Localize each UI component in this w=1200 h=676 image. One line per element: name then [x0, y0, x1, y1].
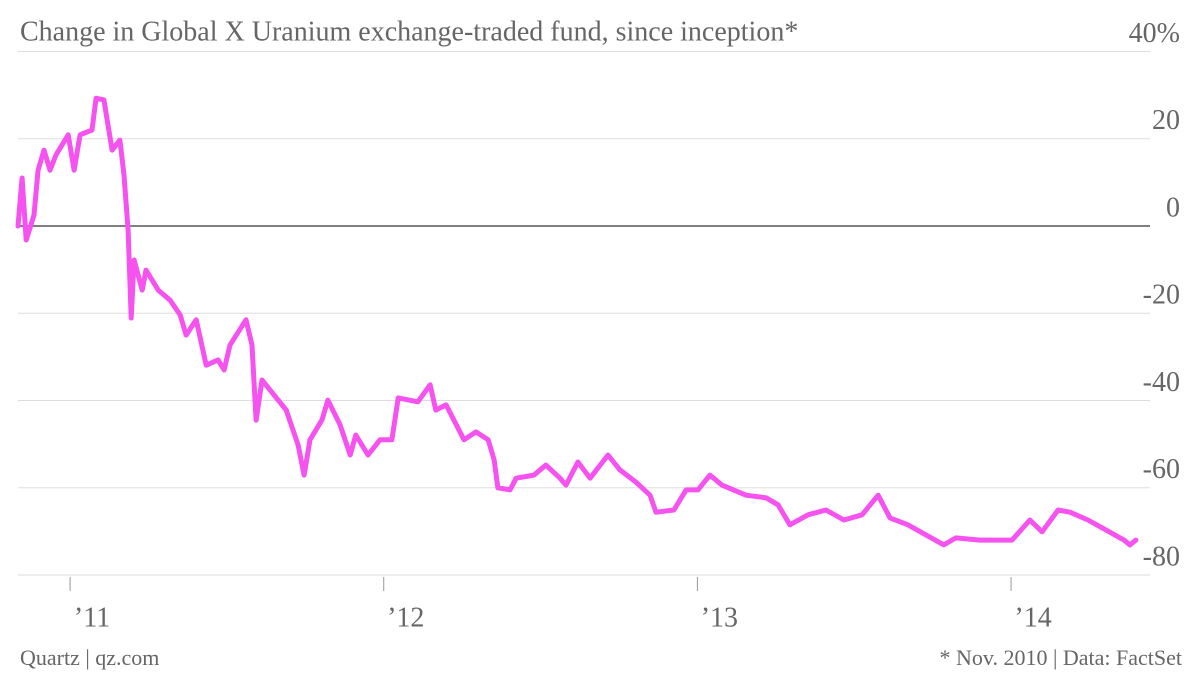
line-series [15, 95, 1139, 548]
y-tick-label: 40% [1129, 18, 1180, 49]
x-tick-label: ’12 [387, 602, 424, 633]
source: Quartz | qz.com [20, 645, 159, 670]
x-tick-label: ’13 [701, 602, 738, 633]
x-tick-label: ’11 [74, 602, 110, 633]
y-tick-label: -80 [1143, 541, 1180, 572]
note: * Nov. 2010 | Data: FactSet [940, 645, 1183, 670]
y-tick-label: 20 [1152, 105, 1180, 136]
chart-title: Change in Global X Uranium exchange-trad… [20, 16, 798, 47]
x-tick-label: ’14 [1014, 602, 1051, 633]
y-tick-label: -60 [1143, 454, 1180, 485]
y-tick-label: -20 [1143, 280, 1180, 311]
y-tick-label: 0 [1166, 192, 1180, 223]
y-tick-label: -40 [1143, 367, 1180, 398]
